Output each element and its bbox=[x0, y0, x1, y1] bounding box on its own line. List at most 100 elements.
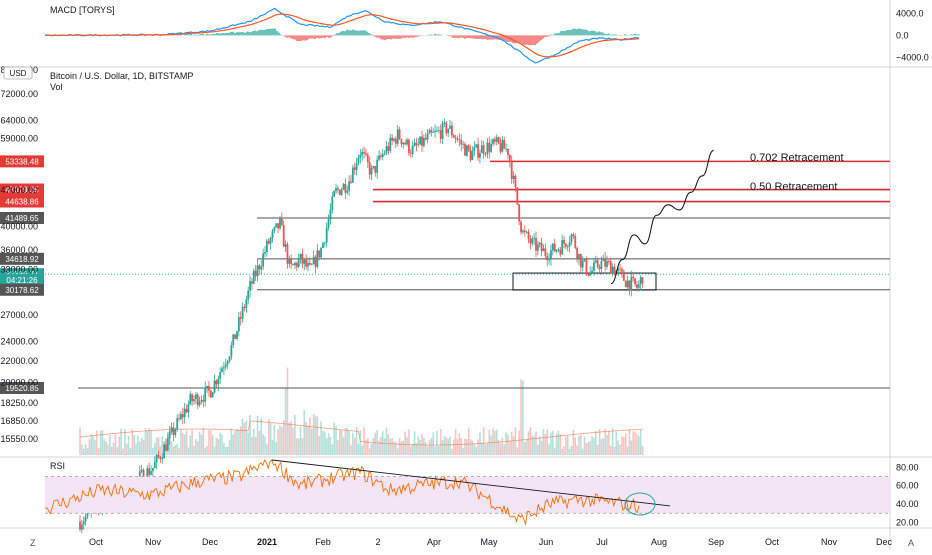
candle-body bbox=[458, 139, 460, 140]
x-tick-label: 2021 bbox=[257, 537, 277, 547]
candle-body bbox=[174, 429, 176, 435]
candle-body bbox=[193, 399, 195, 401]
footer-right-label[interactable]: A bbox=[908, 538, 914, 548]
volume-bar bbox=[554, 447, 556, 455]
candle-body bbox=[606, 261, 608, 267]
candle-body bbox=[627, 280, 629, 287]
candle-body bbox=[408, 140, 410, 153]
volume-bar bbox=[485, 445, 487, 455]
candle-body bbox=[279, 217, 281, 228]
candle-body bbox=[501, 140, 503, 152]
candle-body bbox=[270, 238, 272, 244]
volume-bar bbox=[313, 414, 315, 455]
macd-histogram-bar bbox=[412, 35, 414, 37]
macd-tick-label: 0.0 bbox=[896, 30, 909, 40]
x-tick-label: Dec bbox=[202, 537, 219, 547]
x-tick-label: Jul bbox=[596, 537, 608, 547]
macd-histogram-bar bbox=[522, 35, 524, 44]
volume-bar bbox=[530, 427, 532, 455]
candle-body bbox=[584, 259, 586, 260]
macd-histogram-bar bbox=[274, 29, 276, 36]
candle-body bbox=[206, 386, 208, 388]
volume-bar bbox=[515, 427, 517, 455]
candle-body bbox=[466, 145, 468, 155]
candle-body bbox=[249, 281, 251, 290]
candle-body bbox=[219, 372, 221, 379]
candle-body bbox=[173, 427, 175, 435]
candle-body bbox=[260, 266, 262, 269]
volume-bar bbox=[350, 445, 352, 455]
candle-body bbox=[597, 260, 599, 267]
volume-bar bbox=[117, 447, 119, 455]
candle-body bbox=[587, 274, 589, 276]
macd-histogram-bar bbox=[284, 35, 286, 36]
macd-histogram-bar bbox=[322, 35, 324, 37]
candle-body bbox=[236, 331, 238, 339]
volume-bar bbox=[386, 428, 388, 455]
macd-histogram-bar bbox=[330, 35, 332, 37]
volume-bar bbox=[492, 428, 494, 455]
candle-body bbox=[642, 277, 644, 283]
candle-body bbox=[625, 281, 627, 287]
volume-bar bbox=[322, 431, 324, 455]
volume-bar bbox=[145, 428, 147, 455]
footer-left-label[interactable]: Z bbox=[30, 538, 36, 548]
candle-body bbox=[341, 190, 343, 195]
candle-body bbox=[247, 291, 249, 300]
volume-bar bbox=[595, 431, 597, 455]
macd-histogram-bar bbox=[456, 35, 458, 38]
candle-body bbox=[229, 357, 231, 362]
x-tick-label: Nov bbox=[145, 537, 162, 547]
candle-body bbox=[176, 418, 178, 429]
candle-body bbox=[180, 414, 182, 419]
volume-bar bbox=[115, 434, 117, 455]
volume-bar bbox=[268, 419, 270, 455]
volume-bar bbox=[360, 430, 362, 455]
macd-histogram-bar bbox=[240, 32, 242, 35]
macd-histogram-bar bbox=[466, 35, 468, 38]
macd-histogram-bar bbox=[354, 30, 356, 35]
candle-body bbox=[602, 258, 604, 261]
candle-body bbox=[81, 525, 83, 530]
volume-bar bbox=[621, 436, 623, 455]
macd-histogram-bar bbox=[606, 34, 608, 35]
macd-histogram-bar bbox=[296, 35, 298, 41]
candle-body bbox=[384, 153, 386, 154]
candle-body bbox=[378, 156, 380, 160]
candle-body bbox=[406, 140, 408, 145]
x-tick-label: Dec bbox=[876, 537, 893, 547]
macd-histogram-bar bbox=[280, 34, 282, 35]
volume-bar bbox=[331, 444, 333, 455]
volume-bar bbox=[274, 425, 276, 455]
volume-bar bbox=[311, 428, 313, 455]
candle-body bbox=[522, 231, 524, 233]
candle-body bbox=[395, 139, 397, 144]
macd-histogram-bar bbox=[578, 28, 580, 35]
candle-body bbox=[359, 155, 361, 157]
candle-body bbox=[333, 191, 335, 196]
candle-body bbox=[277, 223, 279, 228]
volume-bar bbox=[460, 438, 462, 455]
macd-histogram-bar bbox=[582, 29, 584, 35]
candle-body bbox=[184, 409, 186, 417]
candle-body bbox=[427, 134, 429, 140]
macd-histogram-bar bbox=[532, 35, 534, 44]
candle-body bbox=[212, 392, 214, 397]
macd-histogram-bar bbox=[350, 30, 352, 35]
macd-histogram-bar bbox=[364, 30, 366, 35]
volume-bar bbox=[253, 429, 255, 455]
volume-bar bbox=[128, 436, 130, 455]
candle-body bbox=[610, 261, 612, 274]
candle-body bbox=[516, 187, 518, 204]
candle-body bbox=[301, 254, 303, 264]
volume-bar bbox=[361, 446, 363, 455]
macd-histogram-bar bbox=[454, 35, 456, 37]
macd-histogram-bar bbox=[344, 31, 346, 35]
volume-bar bbox=[275, 442, 277, 455]
macd-histogram-bar bbox=[586, 30, 588, 35]
volume-bar bbox=[518, 430, 520, 455]
price-tick-label: 24000.00 bbox=[0, 336, 38, 346]
candle-body bbox=[414, 143, 416, 146]
candle-body bbox=[285, 244, 287, 246]
